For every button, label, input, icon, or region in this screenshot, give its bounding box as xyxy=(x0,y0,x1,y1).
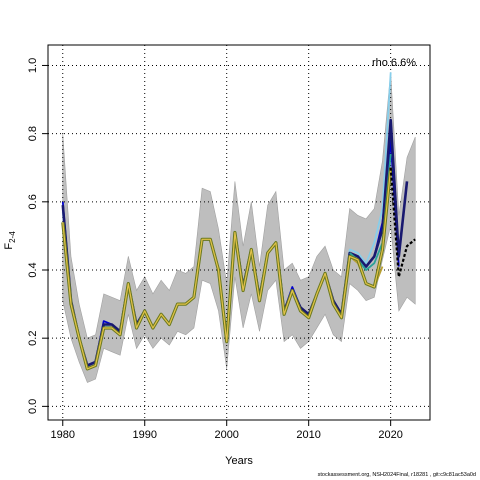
x-tick-label: 2010 xyxy=(296,429,320,441)
y-axis-title-subscript: 2-4 xyxy=(8,231,17,243)
confidence-band-layer xyxy=(62,72,416,383)
rho-annotation: rho 6.6% xyxy=(372,57,416,69)
series-line-forecast xyxy=(389,167,416,278)
x-axis-title: Years xyxy=(225,455,253,467)
y-tick-label: 0.6 xyxy=(27,194,39,209)
y-axis-title-main: F xyxy=(3,243,15,250)
footer-credit: stockassessment.org, NSH2024Final, r1828… xyxy=(317,472,476,478)
confidence-band xyxy=(62,72,416,383)
x-tick-label: 2020 xyxy=(378,429,402,441)
x-tick-label: 2000 xyxy=(214,429,238,441)
y-tick-label: 1.0 xyxy=(27,58,39,73)
series-line-main xyxy=(62,167,392,370)
series-layer xyxy=(61,72,416,371)
y-tick-label: 0.0 xyxy=(27,399,39,414)
grid-layer xyxy=(48,45,430,420)
x-tick-label: 1980 xyxy=(51,429,75,441)
x-tick-label: 1990 xyxy=(132,429,156,441)
plot-frame xyxy=(47,44,431,421)
y-tick-label: 0.4 xyxy=(27,262,39,277)
y-tick-label: 0.8 xyxy=(27,126,39,141)
axis-layer: 1980 1990 2000 2010 2020 0.0 0.2 0.4 0.6 0.8 1.0 xyxy=(27,58,403,441)
y-axis-title: F2-4 xyxy=(3,231,17,250)
y-tick-label: 0.2 xyxy=(27,331,39,346)
